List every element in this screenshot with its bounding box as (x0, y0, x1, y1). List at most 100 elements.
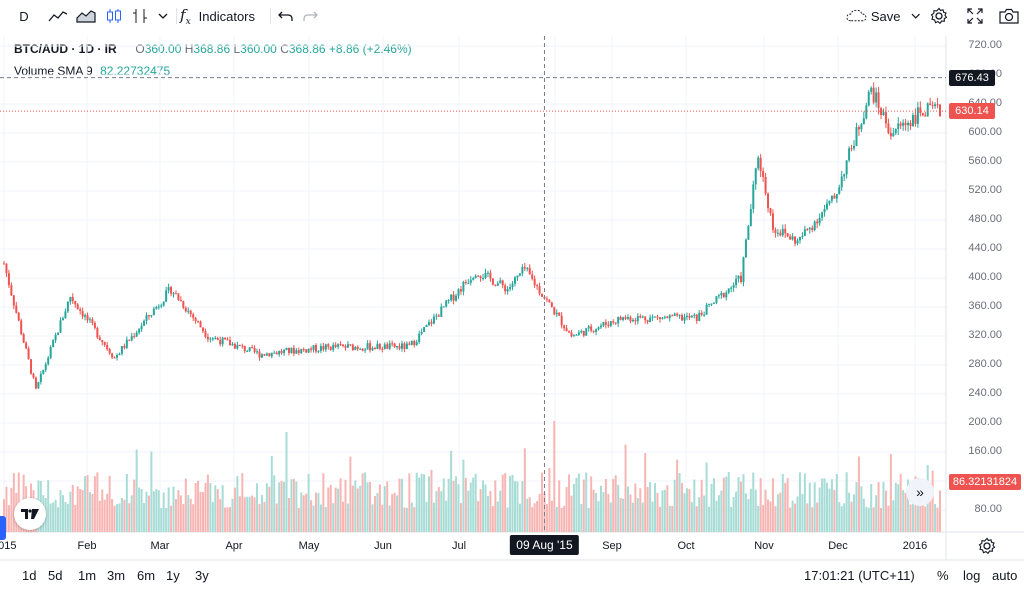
volume-bar (307, 473, 310, 532)
candle-body (283, 350, 286, 354)
candle-body (211, 338, 214, 340)
scroll-to-realtime-button[interactable]: » (906, 478, 934, 506)
undo-icon[interactable] (276, 0, 296, 32)
candle-body (319, 346, 322, 351)
volume-bar (796, 496, 799, 532)
candle-body (513, 277, 516, 284)
compare-icon[interactable] (130, 0, 150, 32)
volume-bar (513, 481, 516, 532)
volume-bar (742, 474, 745, 532)
candle-style-icon[interactable] (102, 0, 126, 32)
side-panel-handle[interactable] (0, 516, 6, 540)
volume-bar (833, 489, 836, 532)
volume-bar (725, 476, 728, 532)
volume-bar (830, 479, 833, 532)
candle-body (722, 292, 725, 298)
volume-bar (123, 499, 126, 532)
time-tick-label: Oct (677, 540, 695, 552)
chevron-down-icon[interactable] (154, 0, 172, 32)
price-tick-label: 240.00 (968, 387, 1002, 399)
fullscreen-icon[interactable] (964, 0, 986, 32)
candle-body (184, 307, 187, 312)
candle-body (22, 334, 25, 343)
volume-bar (275, 503, 278, 532)
auto-toggle[interactable]: auto (992, 568, 1018, 583)
volume-bar (825, 482, 828, 532)
candle-body (238, 344, 241, 346)
interval-button[interactable]: D (14, 0, 34, 32)
candle-body (902, 122, 905, 126)
range-button-1d[interactable]: 1d (22, 568, 37, 583)
volume-bar (612, 478, 615, 532)
volume-bar (872, 507, 875, 532)
candle-body (15, 305, 18, 313)
candle-body (884, 112, 887, 124)
candle-body (808, 227, 811, 230)
candle-body (786, 233, 789, 237)
volume-bar (351, 485, 354, 532)
range-button-3m[interactable]: 3m (107, 568, 126, 583)
volume-bar (521, 481, 524, 532)
candle-body (580, 330, 583, 333)
range-button-3y[interactable]: 3y (195, 568, 209, 583)
percent-toggle[interactable]: % (937, 568, 949, 583)
candle-body (496, 283, 499, 286)
time-tick-label: Dec (828, 540, 848, 552)
candle-body (523, 267, 526, 269)
volume-bar (722, 477, 725, 532)
candle-body (843, 174, 846, 177)
candle-body (334, 344, 337, 347)
volume-bar (668, 505, 671, 532)
range-button-5d[interactable]: 5d (48, 568, 63, 583)
candle-body (907, 122, 910, 126)
clock[interactable]: 17:01:21 (UTC+11) (804, 568, 915, 583)
volume-bar (489, 490, 492, 532)
volume-bar (752, 472, 755, 532)
area-style-icon[interactable] (74, 0, 98, 32)
volume-bar (197, 480, 200, 532)
symbol-legend[interactable]: BTC/AUD · 1D · IR O360.00 H368.86 L360.0… (14, 42, 412, 56)
volume-bar (452, 480, 455, 532)
settings-icon[interactable] (928, 0, 950, 32)
candle-body (30, 359, 33, 374)
volume-bar (523, 448, 526, 532)
range-button-1m[interactable]: 1m (78, 568, 97, 583)
candle-body (516, 275, 519, 278)
candle-body (199, 321, 202, 328)
candle-body (430, 322, 433, 324)
indicators-button[interactable]: fx Indicators (180, 0, 264, 32)
volume-bar (420, 473, 423, 532)
redo-icon[interactable] (300, 0, 320, 32)
volume-bar (479, 489, 482, 532)
candle-body (681, 314, 684, 321)
candle-body (52, 340, 55, 348)
volume-legend[interactable]: Volume SMA 9 82.22732475 (14, 64, 170, 78)
candle-body (631, 319, 634, 322)
volume-bar (329, 484, 332, 532)
candle-body (838, 187, 841, 195)
volume-bar (349, 456, 352, 532)
volume-bar (698, 497, 701, 532)
candle-body (877, 92, 880, 109)
candle-body (201, 327, 204, 332)
volume-bar (435, 491, 438, 532)
range-button-1y[interactable]: 1y (166, 568, 180, 583)
volume-bar (641, 502, 644, 532)
volume-bar (113, 505, 116, 532)
camera-icon[interactable] (998, 0, 1020, 32)
candle-body (157, 306, 160, 308)
save-button[interactable]: Save (846, 0, 920, 32)
volume-bar (265, 483, 268, 532)
range-button-6m[interactable]: 6m (137, 568, 156, 583)
axis-settings-icon[interactable] (978, 537, 996, 555)
volume-bar (894, 482, 897, 532)
log-toggle[interactable]: log (963, 568, 981, 583)
volume-bar (850, 501, 853, 532)
volume-bar (828, 488, 831, 532)
volume-bar (430, 469, 433, 532)
tradingview-logo[interactable] (14, 498, 46, 530)
candle-body (290, 347, 293, 354)
candle-body (295, 350, 298, 354)
bar-style-icon[interactable] (46, 0, 70, 32)
